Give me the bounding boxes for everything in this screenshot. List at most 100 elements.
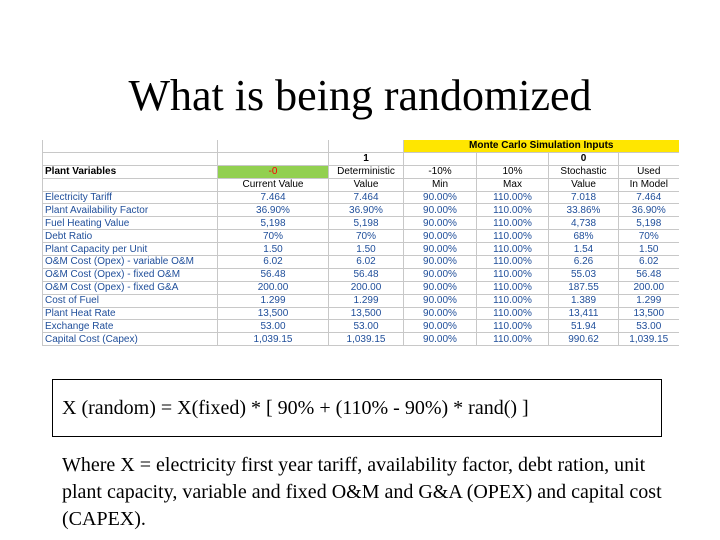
table-cell: 187.55 xyxy=(548,281,619,295)
table-cell: 90.00% xyxy=(403,191,477,205)
table-cell: 110.00% xyxy=(476,307,549,321)
table-cell: 55.03 xyxy=(548,268,619,282)
group-label-0: 0 xyxy=(548,152,619,166)
table-cell: 1.50 xyxy=(328,242,404,257)
variable-name: Debt Ratio xyxy=(42,229,218,244)
table-cell: 56.48 xyxy=(328,268,404,282)
table-cell: 200.00 xyxy=(617,281,679,295)
table-row: Plant Availability Factor 36.90% 36.90% 90.… xyxy=(42,203,679,218)
header-min: Min xyxy=(403,178,477,192)
formula-text: X (random) = X(fixed) * [ 90% + (110% - … xyxy=(62,397,529,419)
table-row: O&M Cost (Opex) - fixed G&A 200.00 200.00 9… xyxy=(42,281,679,295)
variable-name: Exchange Rate xyxy=(42,319,218,334)
table-cell: 200.00 xyxy=(217,281,329,295)
table-cell: 1,039.15 xyxy=(217,332,329,347)
variable-name: Capital Cost (Capex) xyxy=(42,332,218,347)
variable-name: Cost of Fuel xyxy=(42,294,218,308)
table-cell: 110.00% xyxy=(476,255,549,269)
table-cell: 53.00 xyxy=(617,319,679,334)
table-row: Exchange Rate 53.00 53.00 90.00% 110.00% 51.9… xyxy=(42,319,679,334)
table-row: Plant Capacity per Unit 1.50 1.50 90.00% 110… xyxy=(42,242,679,257)
table-cell: 990.62 xyxy=(548,332,619,347)
header-stochastic: Stochastic xyxy=(548,165,619,179)
variable-name: O&M Cost (Opex) - fixed G&A xyxy=(42,281,218,295)
table-cell: 36.90% xyxy=(328,203,404,218)
table-cell: 1.299 xyxy=(617,294,679,308)
group-label-1: 1 xyxy=(328,152,404,166)
table-cell: 4,738 xyxy=(548,216,619,231)
table-cell: 90.00% xyxy=(403,216,477,231)
variable-name: Fuel Heating Value xyxy=(42,216,218,231)
monte-carlo-inputs-table: Monte Carlo Simulation Inputs 1 0 Plant … xyxy=(42,140,679,347)
table-row: Capital Cost (Capex) 1,039.15 1,039.15 90.0… xyxy=(42,332,679,347)
table-cell: 7.464 xyxy=(217,191,329,205)
header-min-pct: -10% xyxy=(403,165,477,179)
table-cell: 90.00% xyxy=(403,242,477,257)
group-row: 1 0 xyxy=(42,152,679,166)
table-cell: 6.02 xyxy=(328,255,404,269)
table-cell: 5,198 xyxy=(617,216,679,231)
table-cell: 36.90% xyxy=(617,203,679,218)
variable-name: Plant Capacity per Unit xyxy=(42,242,218,257)
table-row: Cost of Fuel 1.299 1.299 90.00% 110.00% 1.389… xyxy=(42,294,679,308)
table-cell: 6.02 xyxy=(617,255,679,269)
table-row: Fuel Heating Value 5,198 5,198 90.00% 110.00… xyxy=(42,216,679,231)
header-max-pct: 10% xyxy=(476,165,549,179)
table-row: Plant Heat Rate 13,500 13,500 90.00% 110.00%… xyxy=(42,307,679,321)
table-row: Electricity Tariff 7.464 7.464 90.00% 110.00… xyxy=(42,191,679,205)
header-deterministic: Deterministic xyxy=(328,165,404,179)
header-current-value: Current Value xyxy=(217,178,329,192)
header-stochastic-value: Value xyxy=(548,178,619,192)
table-cell: 6.26 xyxy=(548,255,619,269)
table-cell: 110.00% xyxy=(476,319,549,334)
table-cell: 90.00% xyxy=(403,294,477,308)
table-cell: 110.00% xyxy=(476,294,549,308)
table-cell: 5,198 xyxy=(217,216,329,231)
formula-box: X (random) = X(fixed) * [ 90% + (110% - … xyxy=(52,379,662,437)
variable-name: Plant Availability Factor xyxy=(42,203,218,218)
table-cell: 56.48 xyxy=(217,268,329,282)
table-cell: 110.00% xyxy=(476,191,549,205)
table-cell: 68% xyxy=(548,229,619,244)
table-cell: 13,500 xyxy=(617,307,679,321)
table-cell: 110.00% xyxy=(476,216,549,231)
table-cell: 1.389 xyxy=(548,294,619,308)
table-cell: 110.00% xyxy=(476,203,549,218)
table-cell: 110.00% xyxy=(476,242,549,257)
header-row-2: Current Value Value Min Max Value In Mod… xyxy=(42,178,679,192)
table-row: O&M Cost (Opex) - variable O&M 6.02 6.02 90… xyxy=(42,255,679,269)
header-row-1: Plant Variables -0 Deterministic -10% 10… xyxy=(42,165,679,179)
variable-name: O&M Cost (Opex) - fixed O&M xyxy=(42,268,218,282)
table-cell: 1.54 xyxy=(548,242,619,257)
table-cell: 1,039.15 xyxy=(617,332,679,347)
table-row: Debt Ratio 70% 70% 90.00% 110.00% 68% 70% xyxy=(42,229,679,244)
table-cell: 5,198 xyxy=(328,216,404,231)
table-cell: 33.86% xyxy=(548,203,619,218)
variable-name: Electricity Tariff xyxy=(42,191,218,205)
table-cell: 90.00% xyxy=(403,255,477,269)
explanation-text: Where X = electricity first year tariff,… xyxy=(62,454,662,530)
table-cell: 110.00% xyxy=(476,268,549,282)
table-cell: 110.00% xyxy=(476,281,549,295)
table-cell: 90.00% xyxy=(403,229,477,244)
table-cell: 200.00 xyxy=(328,281,404,295)
table-cell: 7.464 xyxy=(328,191,404,205)
table-cell: 1.299 xyxy=(217,294,329,308)
table-cell: 7.464 xyxy=(617,191,679,205)
table-cell: 90.00% xyxy=(403,268,477,282)
variable-name: O&M Cost (Opex) - variable O&M xyxy=(42,255,218,269)
table-cell: 13,411 xyxy=(548,307,619,321)
table-cell: 53.00 xyxy=(328,319,404,334)
table-cell: 56.48 xyxy=(617,268,679,282)
banner-title: Monte Carlo Simulation Inputs xyxy=(402,140,679,153)
header-max: Max xyxy=(476,178,549,192)
table-cell: 90.00% xyxy=(403,319,477,334)
table-cell: 90.00% xyxy=(403,203,477,218)
table-cell: 70% xyxy=(328,229,404,244)
header-used: Used xyxy=(617,165,679,179)
banner-row: Monte Carlo Simulation Inputs xyxy=(42,140,679,153)
header-current: -0 xyxy=(217,165,329,179)
table-cell: 70% xyxy=(617,229,679,244)
table-cell: 1,039.15 xyxy=(328,332,404,347)
table-cell: 36.90% xyxy=(217,203,329,218)
